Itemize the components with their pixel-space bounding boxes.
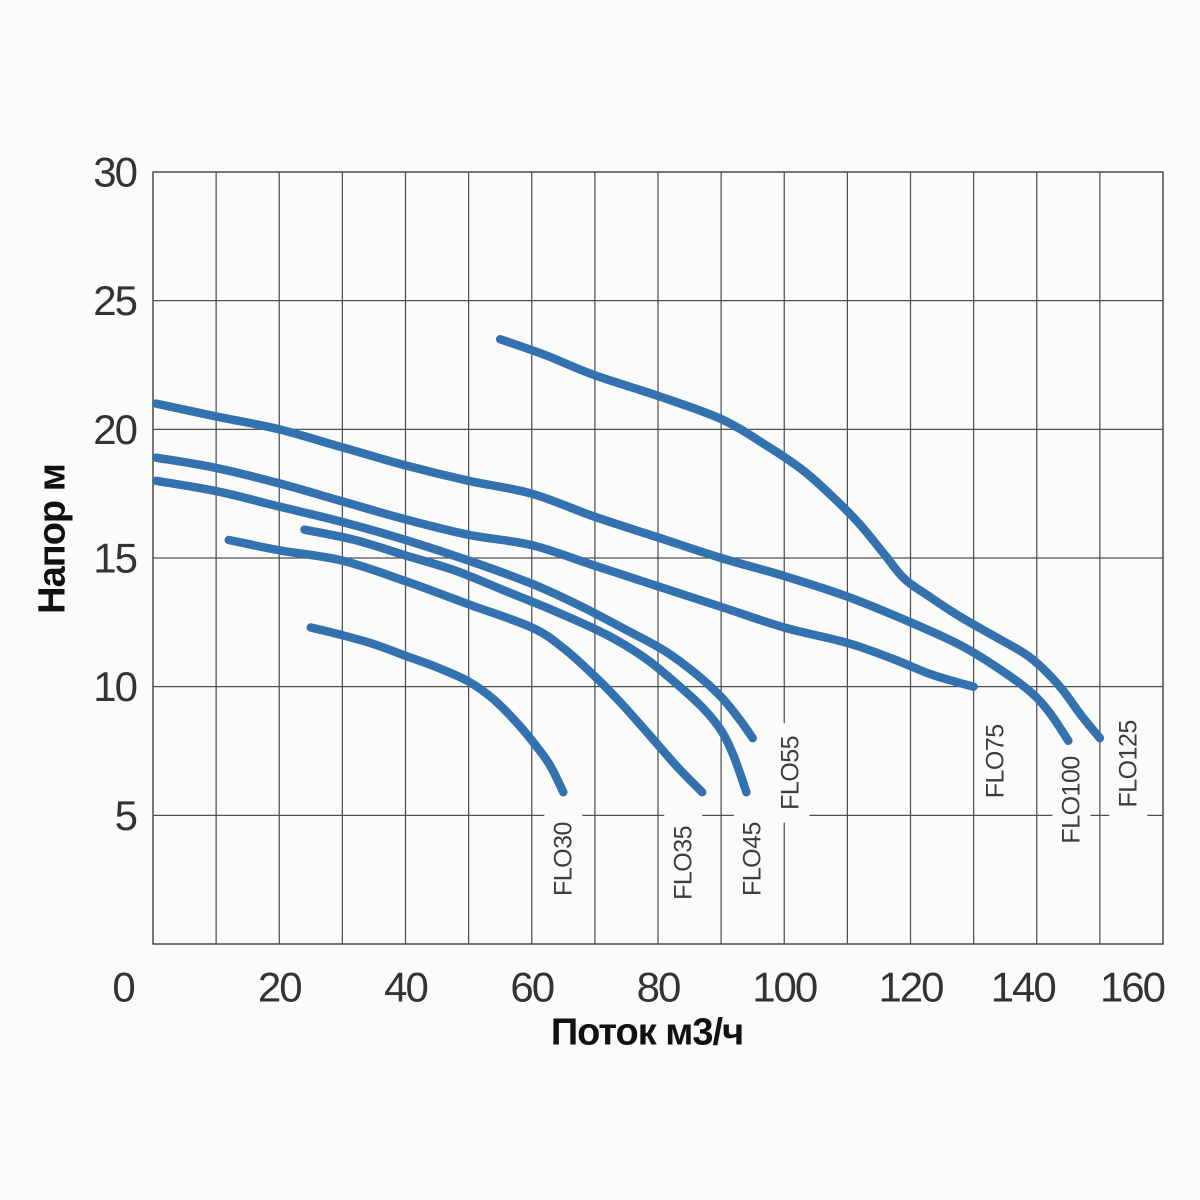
curve-label-box-FLO55 [771,723,810,823]
x-tick-160: 160 [1100,964,1165,1011]
y-tick-20: 20 [93,406,136,453]
pump-curves [151,335,1105,797]
curve-label-FLO75: FLO75 [982,724,1010,798]
curve-label-FLO125: FLO125 [1114,720,1142,807]
curve-FLO35 [224,535,707,797]
x-tick-20: 20 [258,964,301,1011]
curve-label-box-FLO30 [544,809,583,909]
x-tick-140: 140 [991,964,1056,1011]
curve-label-boxes [544,707,1148,913]
curve-FLO55 [151,476,757,743]
y-tick-15: 15 [93,535,136,582]
y-axis-title: Напор м [31,464,74,614]
x-tick-80: 80 [637,964,680,1011]
curve-FLO125 [495,335,1105,743]
x-tick-60: 60 [510,964,553,1011]
curve-label-box-FLO125 [1109,707,1148,821]
curve-FLO30 [306,623,568,797]
curve-label-box-FLO35 [664,813,703,913]
y-tick-25: 25 [93,277,136,324]
curve-label-box-FLO100 [1052,743,1091,857]
curve-FLO100 [151,399,1073,745]
curve-label-FLO30: FLO30 [549,822,577,896]
plot-border [152,171,1164,945]
y-tick-10: 10 [93,663,136,710]
x-axis-title: Поток м3/ч [550,1011,744,1054]
curve-label-FLO35: FLO35 [669,826,697,900]
curve-FLO75 [151,453,978,691]
curve-label-box-FLO45 [733,809,772,909]
x-tick-40: 40 [384,964,427,1011]
curve-FLO45 [300,525,751,797]
curve-label-FLO45: FLO45 [739,822,767,896]
y-tick-5: 5 [115,792,137,839]
curve-label-FLO100: FLO100 [1057,756,1085,843]
x-tick-100: 100 [752,964,817,1011]
x-tick-120: 120 [878,964,943,1011]
x-tick-0: 0 [112,964,134,1011]
curve-label-box-FLO75 [976,711,1015,812]
y-tick-30: 30 [93,149,136,196]
curve-label-FLO55: FLO55 [777,736,805,810]
